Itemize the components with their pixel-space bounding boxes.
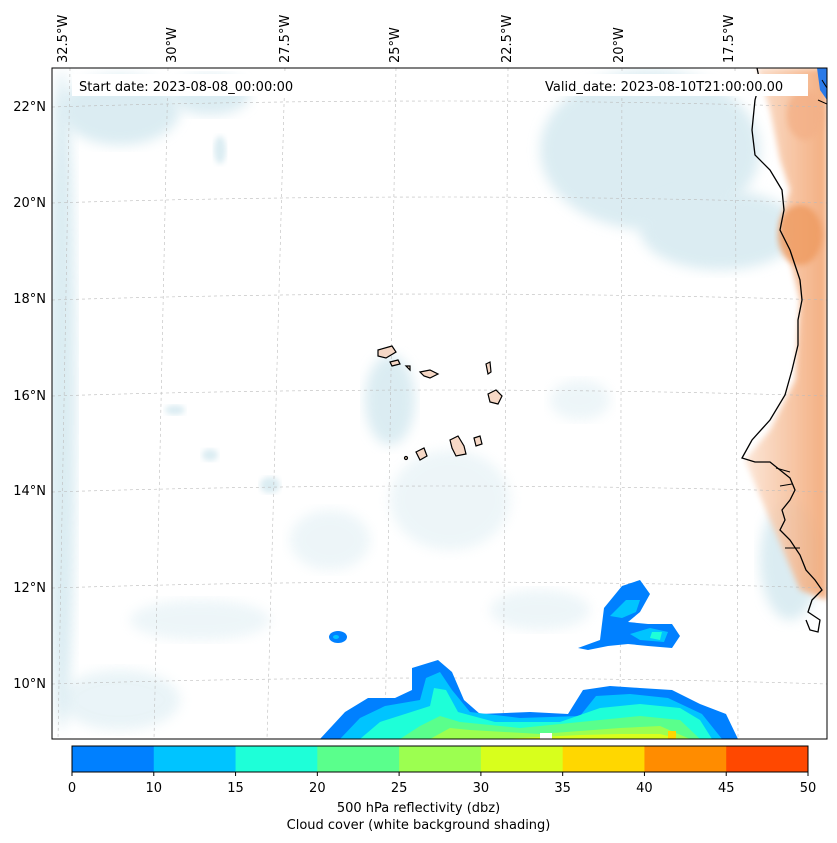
colorbar-segment bbox=[480, 746, 564, 772]
valid-date-box bbox=[538, 74, 808, 96]
valid-date-label: Valid_date: 2023-08-10T21:00:00.00 bbox=[545, 80, 783, 95]
colorbar-tick-label: 35 bbox=[554, 781, 571, 796]
colorbar: 0 10 15 20 25 30 35 40 45 50 bbox=[68, 745, 817, 796]
colorbar-segment bbox=[153, 746, 237, 772]
latitude-label: 10°N bbox=[13, 677, 46, 692]
colorbar-segment bbox=[644, 746, 727, 772]
longitude-label: 22.5°W bbox=[500, 15, 515, 63]
colorbar-tick-label: 10 bbox=[146, 781, 163, 796]
latitude-label: 22°N bbox=[13, 100, 46, 115]
colorbar-segment bbox=[317, 746, 400, 772]
latitude-label: 12°N bbox=[13, 581, 46, 596]
coastline-detail bbox=[775, 79, 827, 549]
longitude-label: 27.5°W bbox=[278, 15, 293, 63]
colorbar-segment bbox=[235, 746, 318, 772]
colorbar-tick-label: 30 bbox=[473, 781, 490, 796]
colorbar-tick-label: 20 bbox=[309, 781, 326, 796]
colorbar-tick-label: 15 bbox=[227, 781, 244, 796]
longitude-label: 17.5°W bbox=[722, 15, 737, 63]
land-shading bbox=[745, 68, 827, 600]
start-date-box bbox=[72, 74, 317, 96]
longitude-label: 25°W bbox=[388, 27, 403, 63]
reflectivity-contours bbox=[320, 580, 738, 739]
colorbar-segment bbox=[726, 746, 809, 772]
colorbar-border bbox=[71, 745, 809, 773]
longitude-label: 30°W bbox=[165, 27, 180, 63]
latitude-label: 20°N bbox=[13, 196, 46, 211]
latitude-labels: 22°N 20°N 18°N 16°N 14°N 12°N 10°N bbox=[13, 100, 46, 692]
longitude-label: 32.5°W bbox=[56, 15, 71, 63]
colorbar-tick-label: 50 bbox=[800, 781, 817, 796]
longitude-label: 20°W bbox=[612, 27, 627, 63]
latitude-label: 16°N bbox=[13, 389, 46, 404]
blue-marker bbox=[817, 68, 827, 100]
cape-verde-islands bbox=[377, 345, 503, 461]
colorbar-tick-label: 25 bbox=[391, 781, 408, 796]
land-shading-patch bbox=[787, 90, 823, 140]
coastline bbox=[741, 68, 823, 633]
colorbar-label-1: 500 hPa reflectivity (dbz) bbox=[336, 801, 501, 816]
colorbar-label-2: Cloud cover (white background shading) bbox=[286, 818, 551, 833]
start-date-label: Start date: 2023-08-08_00:00:00 bbox=[79, 80, 293, 95]
latitude-label: 18°N bbox=[13, 292, 46, 307]
land-shading-patch bbox=[778, 205, 822, 265]
colorbar-tick-label: 40 bbox=[636, 781, 653, 796]
colorbar-segment bbox=[399, 746, 482, 772]
map-frame bbox=[51, 67, 828, 740]
latitude-label: 14°N bbox=[13, 484, 46, 499]
colorbar-tick-label: 45 bbox=[718, 781, 735, 796]
longitude-labels: 32.5°W 30°W 27.5°W 25°W 22.5°W 20°W 17.5°W bbox=[56, 15, 737, 63]
colorbar-segment bbox=[562, 746, 645, 772]
colorbar-tick-label: 0 bbox=[68, 781, 76, 796]
colorbar-segment bbox=[72, 746, 155, 772]
